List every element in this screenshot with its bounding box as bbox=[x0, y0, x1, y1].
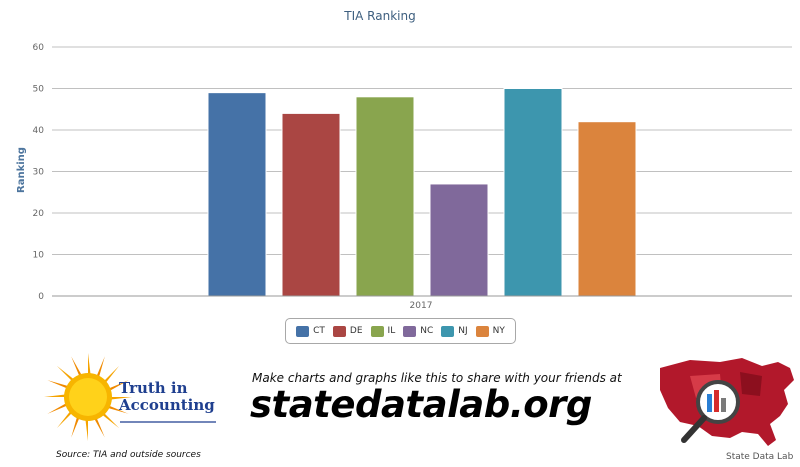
tia-logo-text-line2: Accounting bbox=[119, 396, 215, 414]
y-tick-label: 40 bbox=[33, 126, 45, 136]
sun-ray bbox=[44, 394, 67, 397]
sun-ray bbox=[107, 405, 129, 414]
sun-ray bbox=[109, 397, 132, 400]
sun-ray bbox=[96, 356, 105, 378]
y-tick-label: 50 bbox=[33, 85, 45, 95]
bar-ny[interactable] bbox=[577, 121, 637, 297]
y-axis-label: Ranking bbox=[16, 147, 27, 193]
sun-ray bbox=[93, 417, 105, 438]
legend-swatch bbox=[296, 325, 310, 337]
sun-ray bbox=[47, 380, 69, 389]
y-tick-label: 20 bbox=[33, 209, 45, 219]
state-data-lab-label: State Data Lab bbox=[726, 452, 794, 462]
promo-url: statedatalab.org bbox=[250, 383, 592, 426]
sun-icon bbox=[44, 353, 216, 441]
bar-chart: 0 10 20 30 40 50 60 2017 Ranking bbox=[16, 43, 792, 311]
legend-label: CT bbox=[313, 326, 325, 336]
legend: CT DE IL NC NJ NY bbox=[285, 318, 516, 344]
legend-label: IL bbox=[387, 326, 396, 336]
y-tick-label: 0 bbox=[38, 292, 44, 302]
footer-banner: Truth in Accounting Source: TIA and outs… bbox=[0, 346, 800, 467]
bars bbox=[207, 88, 637, 297]
sun-ray bbox=[56, 365, 75, 382]
legend-item-nc[interactable]: NC bbox=[403, 325, 434, 337]
y-tick-label: 60 bbox=[33, 43, 45, 53]
bar-de[interactable] bbox=[281, 112, 341, 297]
legend-item-nj[interactable]: NJ bbox=[441, 325, 468, 337]
y-tick-label: 30 bbox=[33, 168, 45, 178]
sun-ray bbox=[103, 365, 120, 384]
legend-label: DE bbox=[349, 326, 363, 336]
bar-ct[interactable] bbox=[207, 92, 267, 297]
grid-lines bbox=[52, 46, 792, 255]
sun-ray bbox=[101, 412, 120, 429]
usa-map-icon bbox=[660, 358, 794, 446]
y-tick-label: 10 bbox=[33, 251, 45, 261]
sun-ray bbox=[108, 380, 129, 392]
legend-label: NJ bbox=[458, 326, 468, 336]
legend-label: NY bbox=[492, 326, 505, 336]
legend-item-de[interactable]: DE bbox=[332, 325, 363, 337]
legend-swatch bbox=[370, 325, 384, 337]
legend-swatch bbox=[403, 325, 417, 337]
x-tick-label: 2017 bbox=[410, 301, 433, 311]
legend-swatch bbox=[475, 325, 489, 337]
y-axis-ticks: 0 10 20 30 40 50 60 bbox=[33, 43, 45, 302]
sun-ray bbox=[56, 410, 73, 429]
chart-title: TIA Ranking bbox=[344, 9, 416, 23]
bar-nc[interactable] bbox=[429, 183, 489, 297]
legend-label: NC bbox=[420, 326, 434, 336]
sun-ray bbox=[71, 416, 80, 438]
legend-swatch bbox=[441, 325, 455, 337]
tia-logo-text-line1: Truth in bbox=[119, 379, 188, 397]
bar-nj[interactable] bbox=[503, 88, 563, 297]
bar-il[interactable] bbox=[355, 96, 415, 297]
promo-text: Make charts and graphs like this to shar… bbox=[252, 371, 622, 385]
magnifier-icon bbox=[681, 380, 740, 443]
sun-ray bbox=[71, 356, 83, 377]
sun-ray bbox=[85, 418, 88, 441]
sun-ray bbox=[88, 353, 91, 376]
legend-item-il[interactable]: IL bbox=[370, 325, 396, 337]
source-note: Source: TIA and outside sources bbox=[56, 450, 201, 460]
sun-ray bbox=[47, 402, 68, 414]
legend-swatch bbox=[332, 325, 346, 337]
legend-item-ct[interactable]: CT bbox=[296, 325, 325, 337]
legend-item-ny[interactable]: NY bbox=[475, 325, 505, 337]
